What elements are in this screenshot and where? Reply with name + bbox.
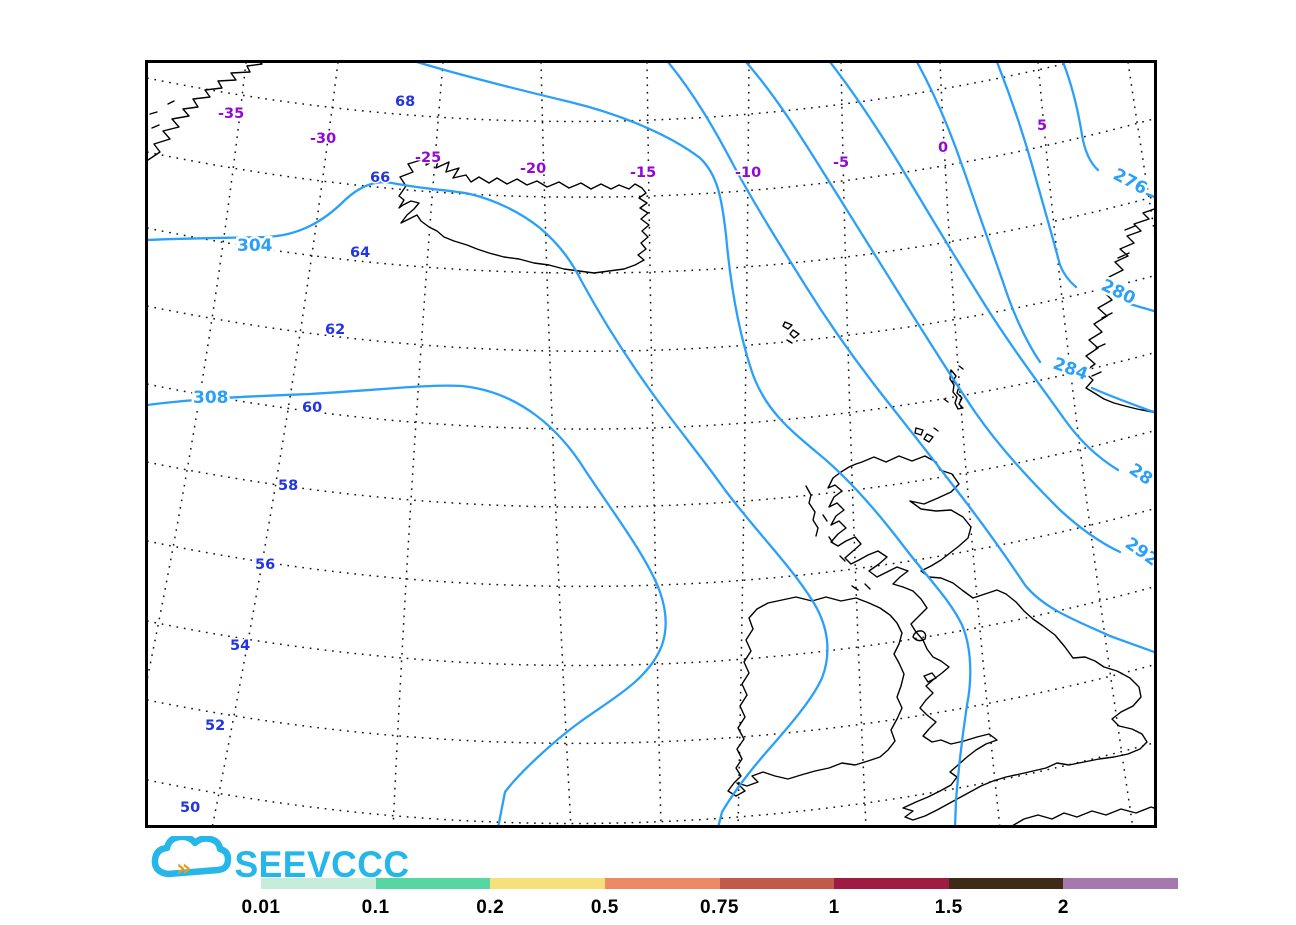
lon-label: -10 (735, 165, 761, 181)
colorbar-segment (834, 878, 949, 889)
lat-label: 68 (395, 94, 415, 110)
lat-label: 60 (302, 400, 322, 416)
lon-label: 5 (1037, 118, 1047, 134)
contour-308 (148, 384, 667, 825)
lon-label: -25 (415, 150, 441, 166)
graticule-parallels (148, 63, 1154, 825)
colorbar-label: 1 (828, 897, 840, 918)
coast-shetland (943, 365, 964, 410)
contour-284 (916, 63, 1154, 414)
colorbar-segment (490, 878, 605, 889)
coast-greenland (148, 63, 263, 161)
colorbar-label: 0.01 (241, 897, 281, 918)
coast-norway (1083, 208, 1154, 414)
coast-anglesey (923, 672, 937, 683)
coast-isle-of-man (912, 630, 927, 642)
geopotential-contours (148, 63, 1154, 825)
lat-label: 66 (370, 170, 390, 186)
contour-292 (745, 63, 1122, 554)
lat-label: 54 (230, 638, 250, 654)
coast-faroe-islands (782, 321, 800, 344)
coast-britain (827, 455, 1148, 821)
colorbar-segment (719, 878, 835, 889)
map-frame: -35 -30 -25 -20 -15 -10 -5 0 5 68 66 64 62 60 58 56 54 5… (145, 60, 1157, 828)
colorbar-segment (948, 878, 1064, 889)
lat-label: 52 (205, 718, 225, 734)
contour-label: 292 (1121, 534, 1154, 571)
colorbar-segment (261, 878, 376, 889)
colorbar-segment (1063, 878, 1178, 889)
colorbar-label: 1.5 (934, 897, 963, 918)
lat-label: 64 (350, 245, 370, 261)
contour-304 (148, 181, 829, 825)
dust-load-colorbar (261, 878, 1178, 889)
map-svg: -35 -30 -25 -20 -15 -10 -5 0 5 68 66 64 62 60 58 56 54 5… (148, 63, 1154, 825)
coast-iceland (398, 153, 650, 274)
colorbar-label: 2 (1057, 897, 1069, 918)
latitude-labels: 68 66 64 62 60 58 56 54 52 50 (179, 93, 417, 818)
contour-276 (1062, 63, 1154, 199)
contour-label: 284 (1050, 354, 1090, 385)
colorbar-label: 0.2 (476, 897, 505, 918)
lat-label: 56 (255, 557, 275, 573)
colorbar-label: 0.5 (590, 897, 619, 918)
longitude-labels: -35 -30 -25 -20 -15 -10 -5 0 5 (217, 105, 1049, 183)
lon-label: 0 (938, 140, 948, 156)
coast-ireland (727, 596, 905, 797)
lon-label: -30 (310, 131, 336, 147)
lon-label: -15 (630, 165, 656, 181)
colorbar-segment (375, 878, 491, 889)
lon-label: -20 (520, 161, 546, 177)
lon-label: -5 (833, 155, 849, 171)
contour-296 (667, 63, 1154, 654)
coast-orkney (914, 427, 939, 443)
lat-label: 62 (325, 322, 345, 338)
contour-label: 28 (1125, 460, 1154, 490)
colorbar-label: 0.75 (700, 897, 739, 918)
contour-280 (996, 63, 1154, 313)
contour-label: 308 (193, 388, 229, 408)
coast-france (1012, 806, 1154, 825)
contour-300 (416, 63, 972, 825)
colorbar-label: 0.1 (361, 897, 390, 918)
cloud-icon (151, 836, 232, 878)
lat-label: 58 (278, 478, 298, 494)
colorbar-segment (604, 878, 720, 889)
coast-hebrides (805, 485, 871, 591)
lat-label: 50 (180, 800, 200, 816)
contour-label: 276 (1110, 165, 1151, 199)
contour-288 (829, 63, 1120, 472)
graticule-meridians (148, 63, 1154, 825)
contour-label: 304 (237, 236, 273, 256)
logo-arrow-icon: » (176, 854, 192, 882)
lon-label: -35 (218, 106, 244, 122)
